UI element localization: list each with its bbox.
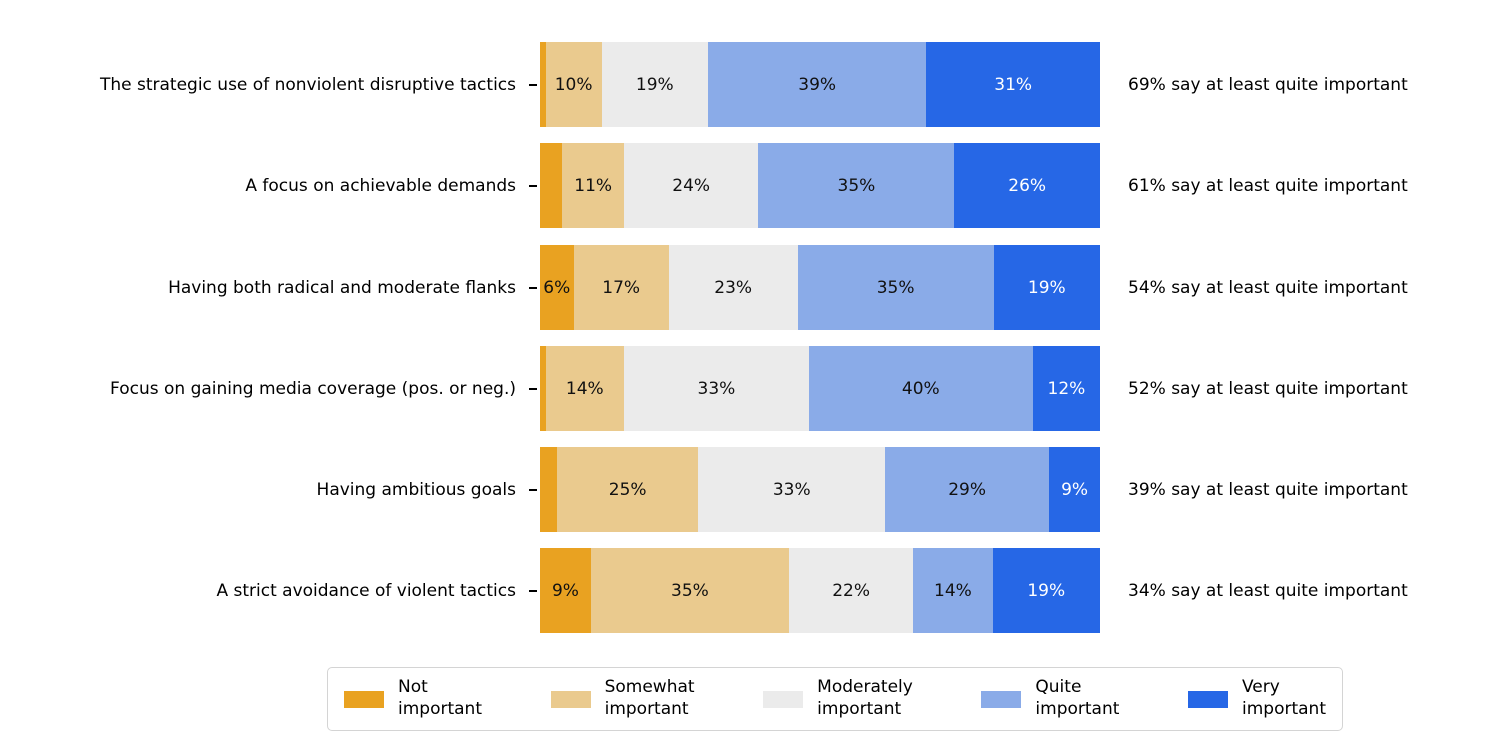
legend-label-line1: Moderately xyxy=(817,677,913,698)
bar-segment: 9% xyxy=(540,548,591,633)
summary-annotation: 52% say at least quite important xyxy=(1128,378,1408,399)
legend-swatch xyxy=(981,690,1022,708)
summary-annotation: 54% say at least quite important xyxy=(1128,277,1408,298)
stacked-bar: 14% 33% 40% 12% xyxy=(540,346,1100,431)
bar-segment: 35% xyxy=(797,245,994,330)
legend-label-line1: Very xyxy=(1242,677,1280,698)
legend-item: Not important xyxy=(344,677,482,721)
bar-segment: 19% xyxy=(992,548,1100,633)
legend-item: Moderately important xyxy=(763,677,913,721)
summary-annotation: 61% say at least quite important xyxy=(1128,175,1408,196)
axis-tick xyxy=(516,447,540,532)
stacked-bar: 6% 17% 23% 35% 19% xyxy=(540,245,1100,330)
legend-label-line1: Somewhat xyxy=(604,677,695,698)
axis-tick xyxy=(516,346,540,431)
bar-segment: 6% xyxy=(540,245,574,330)
legend-label: Somewhat important xyxy=(605,677,695,721)
legend-label-line2: important xyxy=(398,699,482,719)
chart-row: Having ambitious goals 25% 33% 29% 9% 39% say… xyxy=(0,447,1408,532)
axis-tick-dash xyxy=(529,184,537,187)
axis-tick xyxy=(516,42,540,127)
legend-label-line2: important xyxy=(1242,699,1326,719)
axis-tick-dash xyxy=(529,286,537,289)
chart-row: A focus on achievable demands 11% 24% 35% 26… xyxy=(0,143,1408,228)
legend-label-line2: important xyxy=(604,699,689,719)
category-label: The strategic use of nonviolent disrupti… xyxy=(99,74,516,95)
category-label: A strict avoidance of violent tactics xyxy=(216,580,516,601)
legend-item: Quite important xyxy=(981,677,1119,721)
bar-segment: 29% xyxy=(885,447,1050,532)
legend-label-line2: important xyxy=(817,699,902,719)
legend-item: Very important xyxy=(1188,677,1326,721)
stacked-bar: 9% 35% 22% 14% 19% xyxy=(540,548,1100,633)
axis-tick xyxy=(516,143,540,228)
chart-row: Focus on gaining media coverage (pos. or… xyxy=(0,346,1408,431)
summary-annotation: 39% say at least quite important xyxy=(1128,479,1408,500)
bar-segment xyxy=(540,447,557,532)
stacked-bar: 11% 24% 35% 26% xyxy=(540,143,1100,228)
bar-segment: 26% xyxy=(954,143,1100,228)
bar-segment: 40% xyxy=(808,346,1033,431)
stacked-bar: 10% 19% 39% 31% xyxy=(540,42,1100,127)
category-label: Focus on gaining media coverage (pos. or… xyxy=(110,378,516,399)
bar-segment xyxy=(540,143,563,228)
legend-label: Quite important xyxy=(1035,677,1119,721)
category-label: A focus on achievable demands xyxy=(245,175,516,196)
category-label: Having both radical and moderate flanks xyxy=(168,277,516,298)
bar-segment: 24% xyxy=(624,143,759,228)
bar-segment: 11% xyxy=(562,143,624,228)
bar-segment: 35% xyxy=(590,548,789,633)
bar-segment xyxy=(540,346,546,431)
bar-segment: 33% xyxy=(698,447,886,532)
bar-segment: 9% xyxy=(1049,447,1101,532)
axis-tick xyxy=(516,548,540,633)
legend-label-line2: important xyxy=(1035,699,1120,719)
axis-tick xyxy=(516,245,540,330)
chart-row: The strategic use of nonviolent disrupti… xyxy=(0,42,1408,127)
legend-swatch xyxy=(1188,690,1228,708)
axis-tick-dash xyxy=(529,589,537,592)
legend-label: Moderately important xyxy=(817,677,913,721)
bar-segment: 31% xyxy=(926,42,1100,127)
legend-label-line1: Quite xyxy=(1035,677,1082,698)
axis-tick-dash xyxy=(529,387,537,390)
bar-segment: 35% xyxy=(758,143,955,228)
chart-row: Having both radical and moderate flanks 6… xyxy=(0,245,1408,330)
bar-segment: 10% xyxy=(545,42,602,127)
legend-label: Not important xyxy=(398,677,482,721)
bar-segment: 25% xyxy=(556,447,699,532)
legend-swatch xyxy=(550,690,591,708)
summary-annotation: 34% say at least quite important xyxy=(1128,580,1408,601)
bar-segment: 12% xyxy=(1032,346,1100,431)
legend-item: Somewhat important xyxy=(550,677,695,721)
bar-segment: 19% xyxy=(993,245,1100,330)
bar-segment: 14% xyxy=(545,346,624,431)
chart-legend: Not important Somewhat important Moderately i… xyxy=(327,667,1343,731)
legend-label-line1: Not xyxy=(398,677,428,698)
legend-label: Very important xyxy=(1242,677,1326,721)
bar-segment: 14% xyxy=(913,548,993,633)
bar-segment: 39% xyxy=(708,42,927,127)
legend-swatch xyxy=(763,690,804,708)
chart-row: A strict avoidance of violent tactics 9% 3… xyxy=(0,548,1408,633)
bar-segment xyxy=(540,42,546,127)
legend-swatch xyxy=(344,690,384,708)
bar-segment: 33% xyxy=(624,346,809,431)
bar-segment: 17% xyxy=(573,245,669,330)
bar-segment: 22% xyxy=(788,548,914,633)
bar-segment: 19% xyxy=(601,42,708,127)
axis-tick-dash xyxy=(529,83,537,86)
summary-annotation: 69% say at least quite important xyxy=(1128,74,1408,95)
category-label: Having ambitious goals xyxy=(316,479,516,500)
stacked-bar: 25% 33% 29% 9% xyxy=(540,447,1101,532)
bar-segment: 23% xyxy=(668,245,798,330)
axis-tick-dash xyxy=(529,488,537,491)
